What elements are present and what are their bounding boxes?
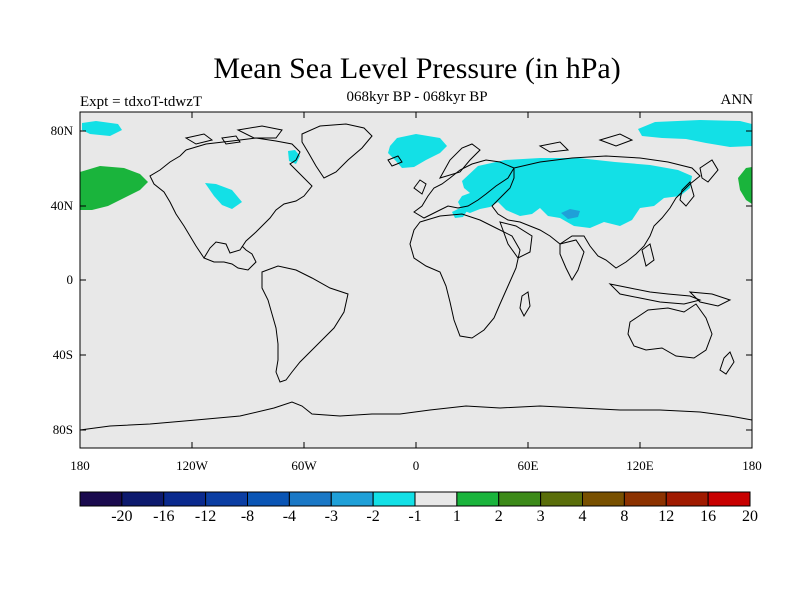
coast-british-isles bbox=[413, 179, 427, 195]
coast-scandinavia bbox=[438, 143, 481, 179]
colorbar-label: 8 bbox=[620, 508, 629, 525]
colorbar-box bbox=[623, 491, 667, 507]
lon-tick-label: 180 bbox=[742, 458, 762, 473]
colorbar-label: 2 bbox=[494, 508, 503, 525]
coastlines bbox=[79, 123, 753, 431]
colorbar bbox=[79, 491, 751, 507]
colorbar-box bbox=[540, 491, 584, 507]
lon-tick-label: 120W bbox=[176, 458, 208, 473]
coast-north-america bbox=[149, 137, 313, 271]
coast-antarctica bbox=[79, 401, 753, 431]
colorbar-label: 3 bbox=[536, 508, 545, 525]
colorbar-box bbox=[330, 491, 374, 507]
coast-australia bbox=[627, 303, 713, 359]
colorbar-label: 20 bbox=[742, 508, 758, 525]
coast-india bbox=[559, 239, 585, 282]
lon-tick-label: 60E bbox=[517, 458, 539, 473]
colorbar-label: -3 bbox=[324, 508, 338, 525]
colorbar-box bbox=[121, 491, 165, 507]
season-label: ANN bbox=[720, 92, 754, 108]
anomaly-patch-greenland-sea bbox=[388, 134, 447, 168]
colorbar-box bbox=[372, 491, 416, 507]
anomaly-patch-north-pacific-east bbox=[638, 120, 752, 147]
lat-tick-label: 80S bbox=[52, 422, 73, 437]
coast-arabia bbox=[499, 221, 533, 259]
lon-tick-label: 60W bbox=[291, 458, 317, 473]
map-title: Mean Sea Level Pressure (in hPa) bbox=[213, 52, 621, 85]
colorbar-label: -20 bbox=[111, 508, 133, 525]
coast-japan bbox=[679, 181, 695, 207]
colorbar-label: 1 bbox=[452, 508, 461, 525]
coast-iceland bbox=[387, 155, 403, 167]
coast-siberian-islands bbox=[538, 133, 634, 153]
anomaly-patch-arctic-pacific bbox=[82, 121, 122, 136]
coast-greenland bbox=[301, 123, 373, 179]
anomaly-patch-labrador bbox=[205, 183, 242, 209]
colorbar-label: -8 bbox=[240, 508, 255, 525]
lat-tick-marks bbox=[80, 130, 752, 431]
lon-tick-label: 0 bbox=[412, 458, 420, 473]
coast-kamchatka bbox=[699, 159, 719, 183]
anomaly-patch-central-asia-blue bbox=[561, 209, 580, 219]
colorbar-label: -2 bbox=[366, 508, 380, 525]
colorbar-box bbox=[79, 491, 123, 507]
coast-africa bbox=[409, 213, 521, 339]
colorbar-label: -4 bbox=[282, 508, 297, 525]
colorbar-label: 4 bbox=[578, 508, 587, 525]
experiment-label: Expt = tdxoT-tdwzT bbox=[80, 94, 203, 110]
colorbar-box bbox=[414, 491, 458, 507]
lat-tick-label: 80N bbox=[50, 123, 73, 138]
lon-tick-label: 120E bbox=[626, 458, 654, 473]
anomaly-patch-north-pacific-green-west bbox=[80, 166, 148, 210]
lat-tick-label: 40N bbox=[50, 198, 73, 213]
coast-south-america bbox=[261, 265, 349, 383]
map-subtitle: 068kyr BP - 068kyr BP bbox=[346, 89, 488, 105]
anomaly-fills bbox=[80, 120, 752, 228]
colorbar-box bbox=[707, 491, 751, 507]
coast-arctic-islands bbox=[184, 125, 283, 145]
coast-asia bbox=[491, 155, 701, 269]
anomaly-patch-north-pacific-green-east bbox=[738, 167, 752, 204]
coast-philippines bbox=[641, 243, 655, 267]
colorbar-box bbox=[582, 491, 625, 507]
colorbar-label: -16 bbox=[153, 508, 175, 525]
coast-new-zealand bbox=[719, 351, 735, 375]
colorbar-box bbox=[456, 491, 500, 507]
colorbar-label: 12 bbox=[658, 508, 675, 525]
coast-europe bbox=[413, 159, 515, 219]
colorbar-label: 16 bbox=[700, 508, 717, 525]
colorbar-box bbox=[498, 491, 542, 507]
colorbar-label: -12 bbox=[194, 508, 217, 525]
colorbar-box bbox=[205, 491, 249, 507]
colorbar-box bbox=[665, 491, 709, 507]
coast-indonesia bbox=[608, 283, 702, 305]
anomaly-patch-mediterranean bbox=[452, 208, 467, 218]
colorbar-box bbox=[288, 491, 332, 507]
anomaly-patch-eurasia bbox=[458, 158, 692, 228]
coast-madagascar bbox=[519, 291, 531, 318]
anomaly-patch-hudson bbox=[288, 150, 300, 164]
lat-tick-label: 40S bbox=[52, 347, 73, 362]
lon-tick-marks bbox=[191, 112, 641, 448]
colorbar-box bbox=[247, 491, 290, 507]
coast-new-guinea bbox=[688, 291, 732, 307]
lon-tick-label: 180 bbox=[70, 458, 90, 473]
colorbar-box bbox=[163, 491, 207, 507]
colorbar-label: -1 bbox=[408, 508, 422, 525]
lat-tick-label: 0 bbox=[66, 272, 74, 287]
